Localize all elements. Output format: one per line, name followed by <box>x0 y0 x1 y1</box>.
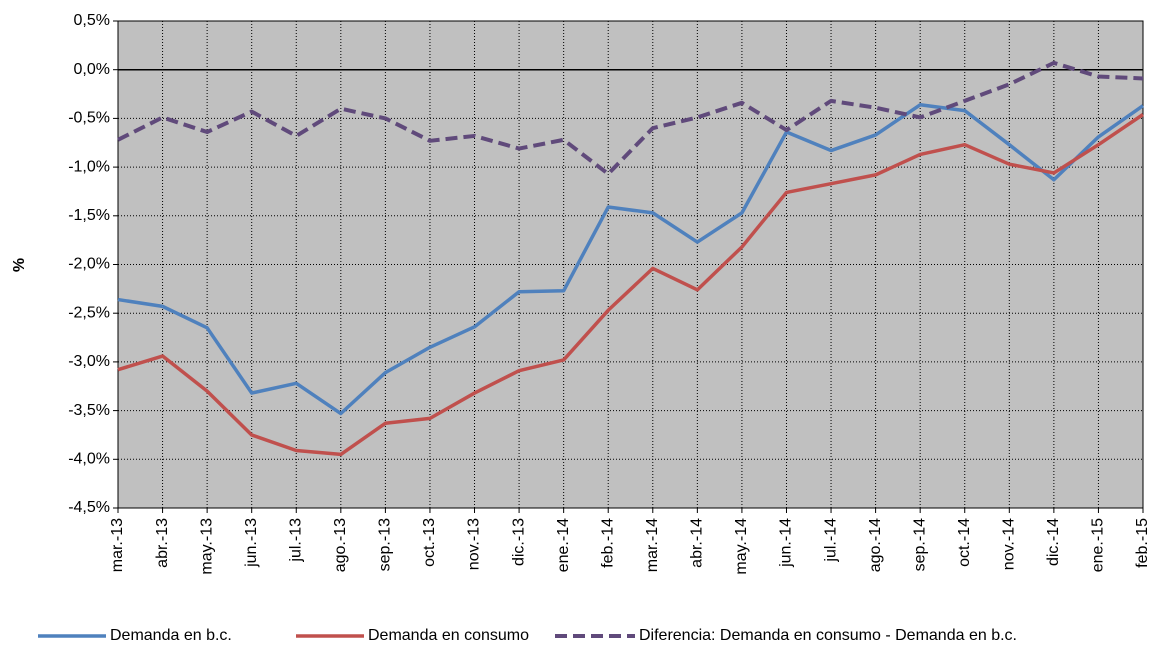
x-tick-label: ene.-14 <box>555 518 572 572</box>
x-tick-label: ago.-14 <box>867 518 884 572</box>
y-tick-label: -2,0% <box>68 256 110 273</box>
legend-label: Demanda en b.c. <box>110 627 232 644</box>
x-tick-label: may.-14 <box>733 518 750 575</box>
plot-area <box>118 21 1143 508</box>
y-tick-label: -2,5% <box>68 304 110 321</box>
x-tick-label: jun.-13 <box>243 518 260 568</box>
x-tick-label: ago.-13 <box>332 518 349 572</box>
y-axis-label: % <box>11 258 28 272</box>
x-tick-label: feb.-14 <box>599 518 616 568</box>
y-tick-label: 0,5% <box>74 12 110 29</box>
x-tick-label: ene.-15 <box>1090 518 1107 572</box>
plot-border <box>117 20 1144 509</box>
y-tick-label: -1,5% <box>68 207 110 224</box>
legend-label: Demanda en consumo <box>368 627 529 644</box>
x-tick-label: oct.-13 <box>421 518 438 567</box>
x-tick-label: nov.-13 <box>466 518 483 570</box>
y-tick-label: 0,0% <box>74 61 110 78</box>
x-tick-label: jul.-14 <box>822 518 839 563</box>
x-tick-label: feb.-15 <box>1134 518 1151 568</box>
x-tick-label: abr.-14 <box>689 518 706 568</box>
y-tick-label: -3,5% <box>68 402 110 419</box>
x-tick-label: jul.-13 <box>287 518 304 563</box>
y-tick-label: -4,0% <box>68 451 110 468</box>
y-tick-label: -0,5% <box>68 110 110 127</box>
x-tick-label: dic.-13 <box>510 518 527 566</box>
x-tick-label: sep.-14 <box>911 518 928 571</box>
y-tick-label: -4,5% <box>68 499 110 516</box>
x-tick-label: mar.-13 <box>109 518 126 572</box>
x-tick-label: sep.-13 <box>377 518 394 571</box>
line-series <box>117 113 1144 457</box>
x-tick-label: nov.-14 <box>1001 518 1018 570</box>
x-tick-label: jun.-14 <box>778 518 795 568</box>
x-tick-label: abr.-13 <box>154 518 171 568</box>
y-tick-label: -3,0% <box>68 353 110 370</box>
legend-label: Diferencia: Demanda en consumo - Demanda… <box>639 627 1017 644</box>
line-series <box>117 60 1144 176</box>
x-tick-label: dic.-14 <box>1045 518 1062 566</box>
x-tick-label: mar.-14 <box>644 518 661 572</box>
y-tick-label: -1,0% <box>68 158 110 175</box>
x-tick-label: may.-13 <box>198 518 215 575</box>
line-series <box>117 103 1145 416</box>
x-tick-label: oct.-14 <box>956 518 973 567</box>
